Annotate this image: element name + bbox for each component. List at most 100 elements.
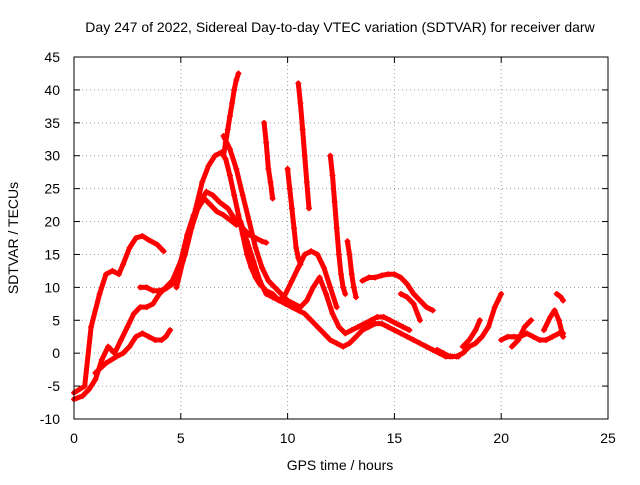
data-point — [530, 333, 537, 340]
data-point — [466, 343, 473, 350]
data-point — [340, 284, 347, 291]
data-point — [246, 218, 253, 225]
data-point — [344, 238, 351, 245]
data-point — [224, 205, 231, 212]
data-point — [126, 244, 133, 251]
data-point — [124, 323, 131, 330]
data-point — [352, 294, 359, 301]
data-point — [284, 297, 291, 304]
data-point — [295, 80, 302, 87]
data-point — [297, 261, 304, 268]
data-point — [265, 277, 272, 284]
data-point — [143, 304, 150, 311]
data-point — [346, 251, 353, 258]
series-line — [71, 233, 167, 396]
data-point — [186, 231, 193, 238]
data-point — [81, 383, 88, 390]
data-point — [301, 251, 308, 258]
data-point — [154, 241, 161, 248]
data-point — [350, 284, 357, 291]
data-point — [229, 211, 236, 218]
data-point — [224, 215, 231, 222]
data-point — [96, 290, 103, 297]
data-point — [120, 261, 127, 268]
data-point — [417, 317, 424, 324]
data-point — [233, 165, 240, 172]
data-point — [115, 271, 122, 278]
series-line — [71, 189, 269, 402]
data-point — [346, 340, 353, 347]
data-point — [220, 132, 227, 139]
series-track-3 — [92, 327, 174, 376]
series-track-15 — [397, 290, 424, 324]
data-point — [237, 218, 244, 225]
y-tick-label: 5 — [52, 312, 60, 328]
x-tick-label: 5 — [177, 430, 185, 446]
data-point — [417, 340, 424, 347]
data-point — [555, 317, 562, 324]
data-point — [226, 146, 233, 153]
data-point — [384, 323, 391, 330]
y-tick-label: 30 — [44, 148, 60, 164]
data-point — [478, 333, 485, 340]
data-point — [150, 300, 157, 307]
data-point — [162, 333, 169, 340]
data-point — [284, 165, 291, 172]
data-point — [220, 202, 227, 209]
data-point — [528, 317, 535, 324]
series-track-8 — [237, 218, 340, 311]
data-point — [288, 277, 295, 284]
data-point — [359, 277, 366, 284]
series-track-17 — [459, 317, 483, 350]
data-point — [348, 327, 355, 334]
tick-layer: 0 5 10 15 20 25 -10 -5 0 5 10 15 20 25 30 35 40 45 — [40, 49, 616, 446]
data-point — [423, 304, 430, 311]
data-point — [297, 304, 304, 311]
data-point — [98, 356, 105, 363]
data-point — [235, 211, 242, 218]
data-point — [143, 284, 150, 291]
data-point — [269, 195, 276, 202]
data-point — [540, 327, 547, 334]
data-point — [335, 323, 342, 330]
data-point — [547, 313, 554, 320]
data-point — [173, 284, 180, 291]
data-point — [263, 290, 270, 297]
data-point — [205, 162, 212, 169]
data-point — [117, 337, 124, 344]
data-point — [434, 346, 441, 353]
data-point — [551, 307, 558, 314]
data-point — [515, 337, 522, 344]
data-point — [310, 284, 317, 291]
data-point — [137, 304, 144, 311]
data-point — [348, 271, 355, 278]
series-track-14 — [359, 271, 436, 314]
data-point — [553, 290, 560, 297]
data-point — [327, 284, 334, 291]
data-point — [472, 340, 479, 347]
data-point — [261, 119, 268, 126]
data-point — [314, 323, 321, 330]
data-point — [231, 192, 238, 199]
data-layer — [71, 70, 567, 403]
data-point — [88, 323, 95, 330]
series-track-10 — [284, 165, 304, 268]
data-point — [365, 274, 372, 281]
data-point — [92, 376, 99, 383]
data-point — [92, 369, 99, 376]
data-point — [229, 100, 236, 107]
series-line — [295, 80, 312, 211]
data-point — [440, 350, 447, 357]
data-point — [250, 258, 257, 265]
y-tick-label: 45 — [44, 49, 60, 65]
data-point — [305, 205, 312, 212]
data-point — [271, 284, 278, 291]
data-point — [291, 225, 298, 232]
data-point — [340, 343, 347, 350]
data-point — [361, 320, 368, 327]
data-point — [103, 360, 110, 367]
data-point — [265, 165, 272, 172]
data-point — [137, 284, 144, 291]
y-tick-label: -5 — [48, 378, 61, 394]
